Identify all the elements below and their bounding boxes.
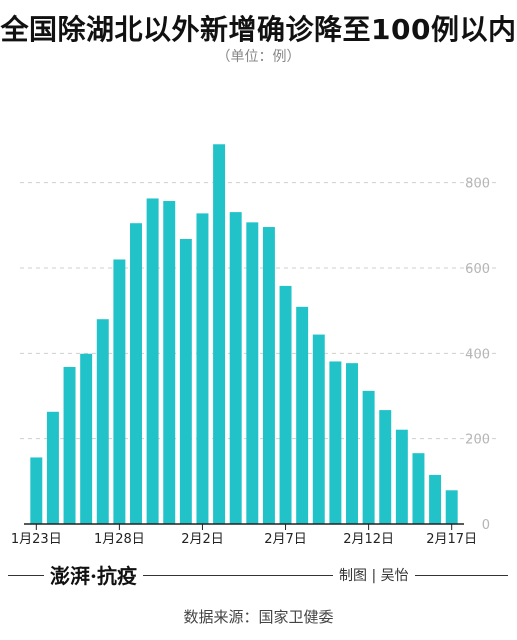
- bar-2月12日: [362, 390, 375, 524]
- footer-divider: [8, 575, 508, 576]
- x-tick-label: 2月7日: [264, 532, 307, 547]
- unit-label: （单位：例）: [216, 49, 301, 65]
- bar-1月24日: [46, 411, 59, 524]
- x-tick-label: 1月23日: [11, 532, 62, 547]
- bar-1月30日: [146, 198, 159, 524]
- chart-credit: 制图 | 吴怡: [333, 565, 415, 585]
- y-tick-label: 600: [465, 262, 490, 277]
- bar-1月23日: [30, 457, 43, 524]
- y-tick-label: 800: [465, 177, 490, 192]
- x-tick-label: 2月2日: [181, 532, 224, 547]
- bar-2月9日: [312, 334, 325, 524]
- x-tick-label: 1月28日: [94, 532, 145, 547]
- chart-title: 全国除湖北以外新增确诊降至100例以内: [0, 13, 517, 46]
- y-tick-label: 400: [465, 347, 490, 362]
- bar-2月14日: [395, 429, 408, 524]
- bar-2月6日: [262, 227, 275, 525]
- bar-2月16日: [429, 474, 442, 524]
- bar-2月15日: [412, 453, 425, 524]
- bar-1月28日: [113, 259, 126, 524]
- x-tick-label: 2月17日: [426, 532, 477, 547]
- bar-1月25日: [63, 366, 76, 524]
- bar-1月27日: [96, 319, 109, 524]
- data-source: 数据来源：国家卫健委: [183, 608, 334, 626]
- brand-logo: 澎湃·抗疫: [44, 560, 143, 589]
- y-tick-label: 0: [482, 518, 490, 533]
- bar-2月5日: [246, 222, 259, 524]
- bar-2月8日: [296, 306, 309, 524]
- bar-2月4日: [229, 212, 242, 524]
- bar-2月1日: [179, 238, 192, 524]
- y-tick-label: 200: [465, 433, 490, 448]
- bar-2月10日: [329, 361, 342, 524]
- bar-2月17日: [445, 490, 458, 524]
- bar-2月3日: [213, 144, 226, 524]
- bar-2月7日: [279, 285, 292, 524]
- bar-2月11日: [346, 363, 358, 524]
- x-tick-label: 2月12日: [343, 532, 394, 547]
- bar-1月26日: [80, 353, 93, 524]
- bar-1月29日: [130, 223, 142, 524]
- bar-1月31日: [163, 201, 176, 524]
- bar-2月2日: [196, 213, 209, 525]
- bar-2月13日: [379, 410, 392, 524]
